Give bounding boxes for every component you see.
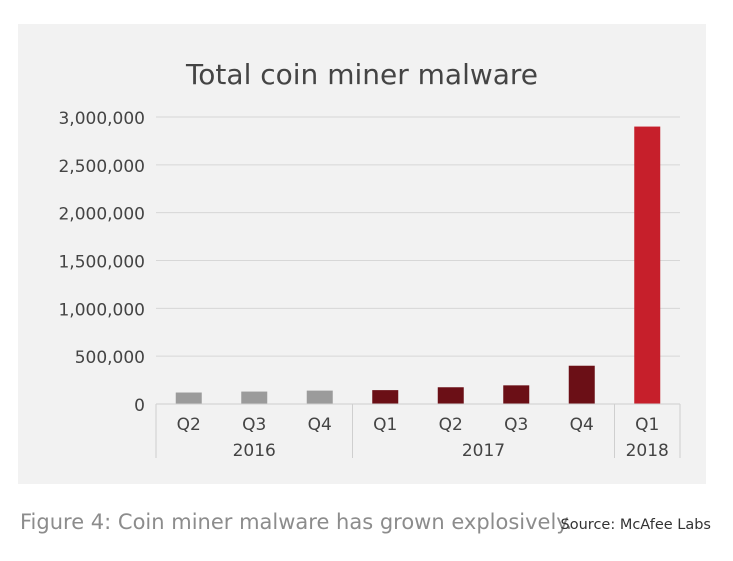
chart-title: Total coin miner malware [185, 58, 538, 91]
y-tick-label: 2,000,000 [58, 205, 145, 225]
figure-caption: Figure 4: Coin miner malware has grown e… [20, 510, 573, 534]
x-tick-label: Q3 [504, 415, 528, 435]
source-note: Source: McAfee Labs [560, 517, 711, 533]
bar [175, 392, 202, 404]
y-tick-label: 0 [134, 396, 145, 416]
y-tick-label: 2,500,000 [58, 157, 145, 177]
x-tick-label: Q2 [439, 415, 463, 435]
year-group-label: 2018 [626, 441, 669, 461]
y-tick-label: 1,000,000 [58, 300, 145, 320]
bar [306, 390, 333, 404]
chart-panel [18, 24, 706, 484]
year-group-label: 2016 [233, 441, 276, 461]
y-tick-label: 1,500,000 [58, 253, 145, 273]
x-tick-label: Q2 [177, 415, 201, 435]
bar [437, 387, 464, 404]
bar [568, 365, 595, 404]
x-tick-label: Q3 [242, 415, 266, 435]
x-tick-label: Q4 [570, 415, 594, 435]
x-tick-label: Q4 [308, 415, 332, 435]
bar [372, 390, 399, 404]
y-tick-label: 500,000 [75, 348, 145, 368]
bar [241, 391, 268, 404]
x-tick-label: Q1 [635, 415, 659, 435]
year-group-label: 2017 [462, 441, 505, 461]
x-tick-label: Q1 [373, 415, 397, 435]
bar [503, 385, 530, 404]
bar [634, 126, 661, 405]
y-tick-label: 3,000,000 [58, 109, 145, 129]
